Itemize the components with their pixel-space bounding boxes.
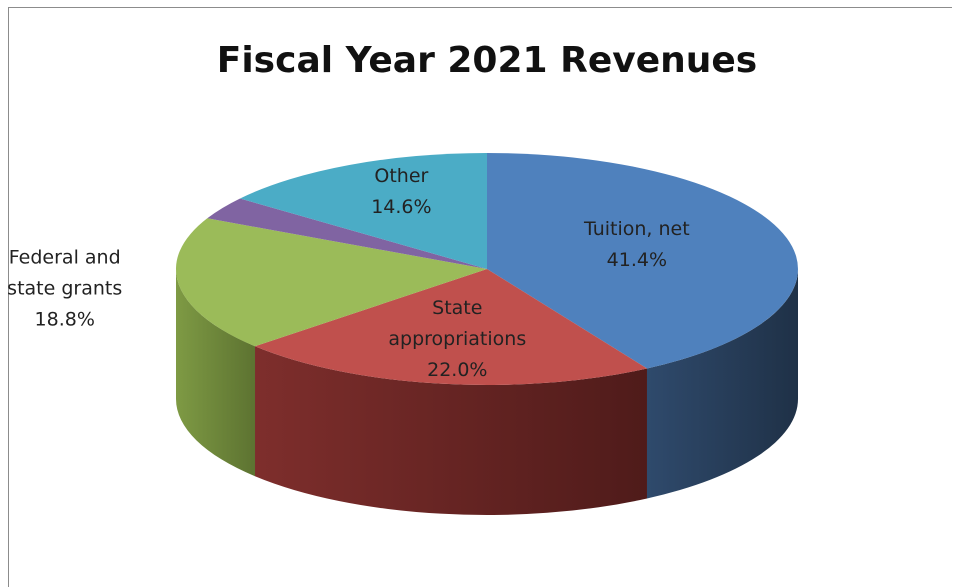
slice-label-line: 18.8% [35,308,95,330]
slice-label-line: Federal and [9,246,121,268]
slice-label-line: Tuition, net [583,218,690,240]
pie-slice-3 [207,198,487,269]
slice-label-line: Other [374,165,428,187]
slice-label-1: State appropriations 22.0% [388,297,526,381]
chart-title: Fiscal Year 2021 Revenues [217,40,757,81]
pie-sides [176,269,798,515]
pie-slice-1 [255,269,647,385]
slice-label-4: Other 14.6% [371,165,431,218]
slice-label-line: appropriations [388,328,526,350]
pie-side-2 [176,269,256,477]
pie-slice-4 [240,153,487,269]
pie-slices [175,153,798,385]
pie-side-1 [255,346,647,515]
slice-label-line: 41.4% [607,249,667,271]
slice-label-line: 14.6% [371,196,431,218]
chart-frame [8,7,952,587]
slice-label-line: 22.0% [427,359,487,381]
pie-slice-2 [175,218,487,347]
slice-label-0: Tuition, net 41.4% [583,218,690,271]
slice-label-line: State [432,297,482,319]
slice-label-2: Federal and state grants 18.8% [7,246,122,330]
pie-side-0 [646,269,798,499]
pie-slice-0 [487,153,798,369]
slice-label-line: state grants [7,277,122,299]
pie-labels: Tuition, net 41.4% State appropriations 22.0… [7,165,690,381]
